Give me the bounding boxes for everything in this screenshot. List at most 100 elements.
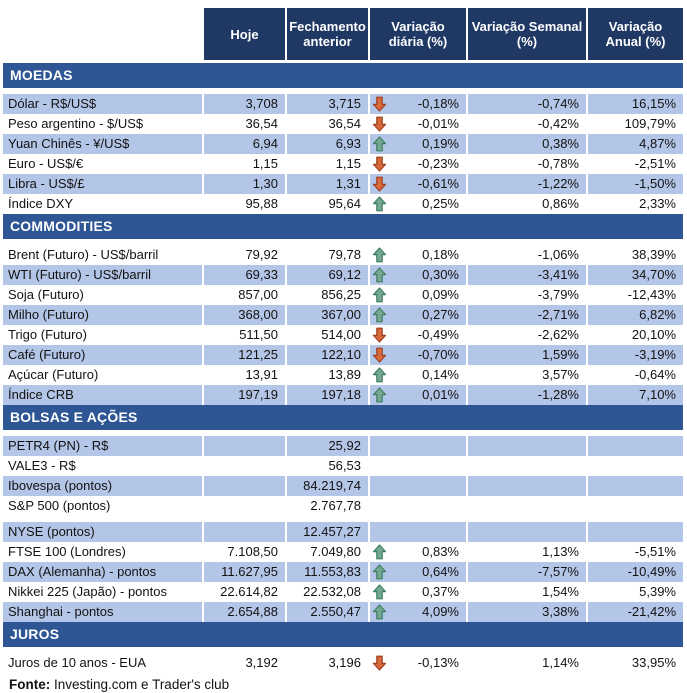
cell-hoje: 11.627,95 bbox=[204, 562, 285, 582]
cell-variacao-semanal: 1,59% bbox=[468, 345, 586, 365]
daily-change-value: 0,37% bbox=[422, 584, 459, 599]
table-row: Índice CRB 197,19 197,18 0,01% -1,28% 7,… bbox=[3, 385, 683, 405]
cell-variacao-diaria bbox=[370, 522, 466, 542]
cell-variacao-diaria: 0,37% bbox=[370, 582, 466, 602]
table-row: Libra - US$/£ 1,30 1,31 -0,61% -1,22% -1… bbox=[3, 174, 683, 194]
down-trend-arrow bbox=[372, 116, 389, 133]
up-arrow-icon bbox=[372, 307, 387, 323]
col-header-variacao-semanal: Variação Semanal (%) bbox=[468, 8, 586, 60]
cell-fechamento-anterior: 7.049,80 bbox=[310, 544, 361, 559]
cell-variacao-diaria: -0,18% bbox=[370, 94, 466, 114]
row-label: Euro - US$/€ bbox=[8, 156, 84, 171]
cell-hoje: 197,19 bbox=[204, 385, 285, 405]
cell-fechamento-anterior: 3,196 bbox=[328, 655, 361, 670]
cell-variacao-anual: 2,33% bbox=[639, 196, 676, 211]
daily-change-value: -0,13% bbox=[417, 655, 459, 670]
cell-variacao-anual: 16,15% bbox=[588, 94, 683, 114]
cell-fechamento-anterior: 79,78 bbox=[328, 247, 361, 262]
up-arrow-icon bbox=[372, 267, 387, 283]
daily-change-value: 0,30% bbox=[422, 267, 459, 282]
cell-variacao-anual bbox=[588, 522, 683, 542]
cell-variacao-anual: -5,51% bbox=[634, 544, 676, 559]
col-header-variacao-diaria: Variação diária (%) bbox=[370, 8, 466, 60]
table-row: Brent (Futuro) - US$/barril 79,92 79,78 … bbox=[3, 245, 683, 265]
down-trend-arrow bbox=[372, 655, 389, 672]
cell-variacao-anual: 34,70% bbox=[588, 265, 683, 285]
cell-variacao-semanal bbox=[468, 456, 586, 476]
cell-variacao-semanal: 1,54% bbox=[542, 584, 579, 599]
cell-variacao-diaria: 0,30% bbox=[370, 265, 466, 285]
cell-variacao-semanal bbox=[468, 476, 586, 496]
cell-variacao-diaria: 0,19% bbox=[370, 134, 466, 154]
table-body: MOEDAS Dólar - R$/US$ 3,708 3,715 -0,18%… bbox=[3, 63, 683, 673]
cell-variacao-semanal: 0,38% bbox=[468, 134, 586, 154]
row-label: Shanghai - pontos bbox=[3, 602, 202, 622]
up-trend-arrow bbox=[372, 564, 389, 581]
cell-hoje: 22.614,82 bbox=[220, 584, 278, 599]
daily-change-value: 0,14% bbox=[422, 367, 459, 382]
daily-change-value: 0,64% bbox=[422, 564, 459, 579]
cell-hoje: 368,00 bbox=[204, 305, 285, 325]
table-row: Nikkei 225 (Japão) - pontos 22.614,82 22… bbox=[3, 582, 683, 602]
row-label: Índice DXY bbox=[8, 196, 74, 211]
row-label: Libra - US$/£ bbox=[3, 174, 202, 194]
cell-variacao-semanal bbox=[468, 436, 586, 456]
down-arrow-icon bbox=[372, 327, 387, 343]
cell-variacao-anual: 6,82% bbox=[588, 305, 683, 325]
cell-hoje: 857,00 bbox=[238, 287, 278, 302]
down-trend-arrow bbox=[372, 327, 389, 344]
row-label: Índice CRB bbox=[3, 385, 202, 405]
daily-change-value: 0,19% bbox=[422, 136, 459, 151]
table-row: Shanghai - pontos 2.654,88 2.550,47 4,09… bbox=[3, 602, 683, 622]
table-row: PETR4 (PN) - R$ 25,92 bbox=[3, 436, 683, 456]
cell-variacao-anual: 20,10% bbox=[631, 327, 676, 342]
cell-hoje: 2.654,88 bbox=[204, 602, 285, 622]
cell-variacao-semanal: -0,74% bbox=[468, 94, 586, 114]
table-row: VALE3 - R$ 56,53 bbox=[3, 456, 683, 476]
cell-variacao-diaria: 0,09% bbox=[370, 285, 466, 305]
daily-change-value: 0,01% bbox=[422, 387, 459, 402]
row-label: DAX (Alemanha) - pontos bbox=[3, 562, 202, 582]
row-label: FTSE 100 (Londres) bbox=[8, 544, 126, 559]
up-arrow-icon bbox=[372, 584, 387, 600]
cell-variacao-anual bbox=[588, 476, 683, 496]
cell-fechamento-anterior: 856,25 bbox=[321, 287, 361, 302]
cell-hoje bbox=[204, 436, 285, 456]
trend-arrow-slot bbox=[372, 498, 389, 515]
row-label: Soja (Futuro) bbox=[8, 287, 84, 302]
cell-variacao-diaria: -0,61% bbox=[370, 174, 466, 194]
row-label: Açúcar (Futuro) bbox=[8, 367, 99, 382]
up-arrow-icon bbox=[372, 604, 387, 620]
cell-fechamento-anterior: 11.553,83 bbox=[287, 562, 368, 582]
cell-variacao-diaria bbox=[370, 476, 466, 496]
column-header-row: Hoje Fechamento anterior Variação diária… bbox=[3, 8, 683, 60]
cell-variacao-semanal: 3,57% bbox=[542, 367, 579, 382]
down-trend-arrow bbox=[372, 176, 389, 193]
row-label: PETR4 (PN) - R$ bbox=[3, 436, 202, 456]
up-trend-arrow bbox=[372, 267, 389, 284]
section-header: COMMODITIES bbox=[3, 214, 683, 239]
row-label: VALE3 - R$ bbox=[8, 458, 76, 473]
row-label: Brent (Futuro) - US$/barril bbox=[8, 247, 159, 262]
cell-variacao-anual: -3,19% bbox=[588, 345, 683, 365]
down-arrow-icon bbox=[372, 116, 387, 132]
table-row: Açúcar (Futuro) 13,91 13,89 0,14% 3,57% … bbox=[3, 365, 683, 385]
table-row: DAX (Alemanha) - pontos 11.627,95 11.553… bbox=[3, 562, 683, 582]
cell-fechamento-anterior: 2.767,78 bbox=[310, 498, 361, 513]
cell-variacao-semanal: -3,79% bbox=[537, 287, 579, 302]
cell-fechamento-anterior: 84.219,74 bbox=[287, 476, 368, 496]
cell-fechamento-anterior: 13,89 bbox=[328, 367, 361, 382]
table-row: Yuan Chinês - ¥/US$ 6,94 6,93 0,19% 0,38… bbox=[3, 134, 683, 154]
cell-hoje: 13,91 bbox=[245, 367, 278, 382]
cell-variacao-diaria bbox=[370, 436, 466, 456]
cell-variacao-diaria: 0,18% bbox=[370, 245, 466, 265]
trend-arrow-slot bbox=[372, 478, 389, 495]
table-row: Juros de 10 anos - EUA 3,192 3,196 -0,13… bbox=[3, 653, 683, 673]
cell-variacao-anual: -1,50% bbox=[588, 174, 683, 194]
cell-variacao-diaria: 0,83% bbox=[370, 542, 466, 562]
daily-change-value: 4,09% bbox=[422, 604, 459, 619]
cell-hoje bbox=[204, 476, 285, 496]
down-trend-arrow bbox=[372, 96, 389, 113]
section-header: JUROS bbox=[3, 622, 683, 647]
